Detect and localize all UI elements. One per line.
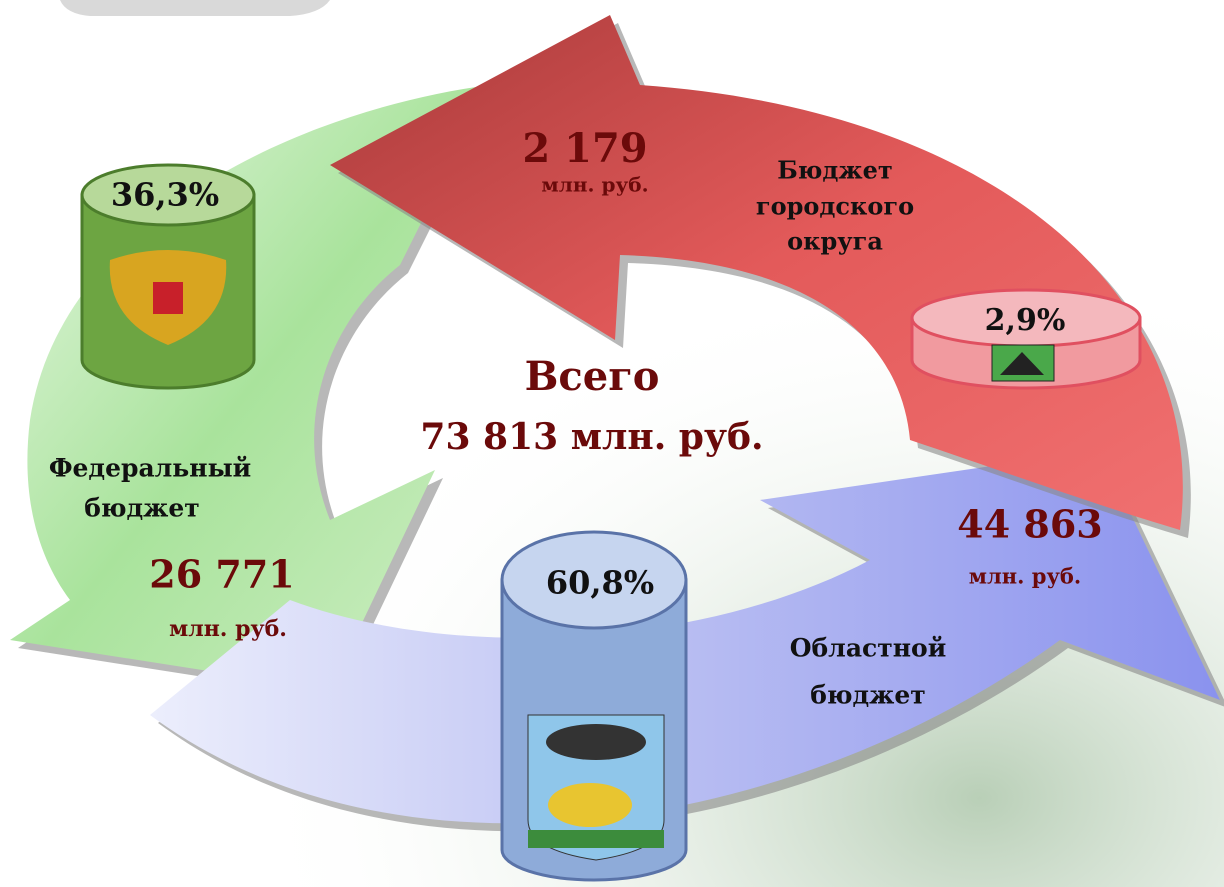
budget-name: городского — [756, 192, 914, 221]
budget-name: округа — [787, 227, 883, 256]
unit: млн. руб. — [169, 616, 287, 642]
unit: млн. руб. — [969, 564, 1082, 589]
total-amount: 73 813 млн. руб. — [420, 416, 763, 458]
budget-name: Областной — [790, 634, 947, 663]
total-label: Всего — [525, 353, 660, 400]
budget-name: Федеральный — [49, 454, 251, 483]
share: 36,3% — [111, 176, 219, 214]
budget-name: бюджет — [810, 681, 926, 710]
share: 2,9% — [985, 303, 1066, 338]
amount: 2 179 — [522, 125, 647, 172]
amount: 44 863 — [957, 502, 1102, 547]
tab — [60, 0, 330, 16]
unit: млн. руб. — [541, 173, 648, 197]
amount: 26 771 — [149, 552, 294, 597]
budget-name: Бюджет — [777, 156, 893, 185]
diagram: Всего 73 813 млн. руб. 36,3% Федеральный… — [0, 0, 1224, 887]
share: 60,8% — [546, 564, 654, 602]
emblem-shield — [153, 282, 183, 314]
budget-name: бюджет — [84, 494, 200, 523]
